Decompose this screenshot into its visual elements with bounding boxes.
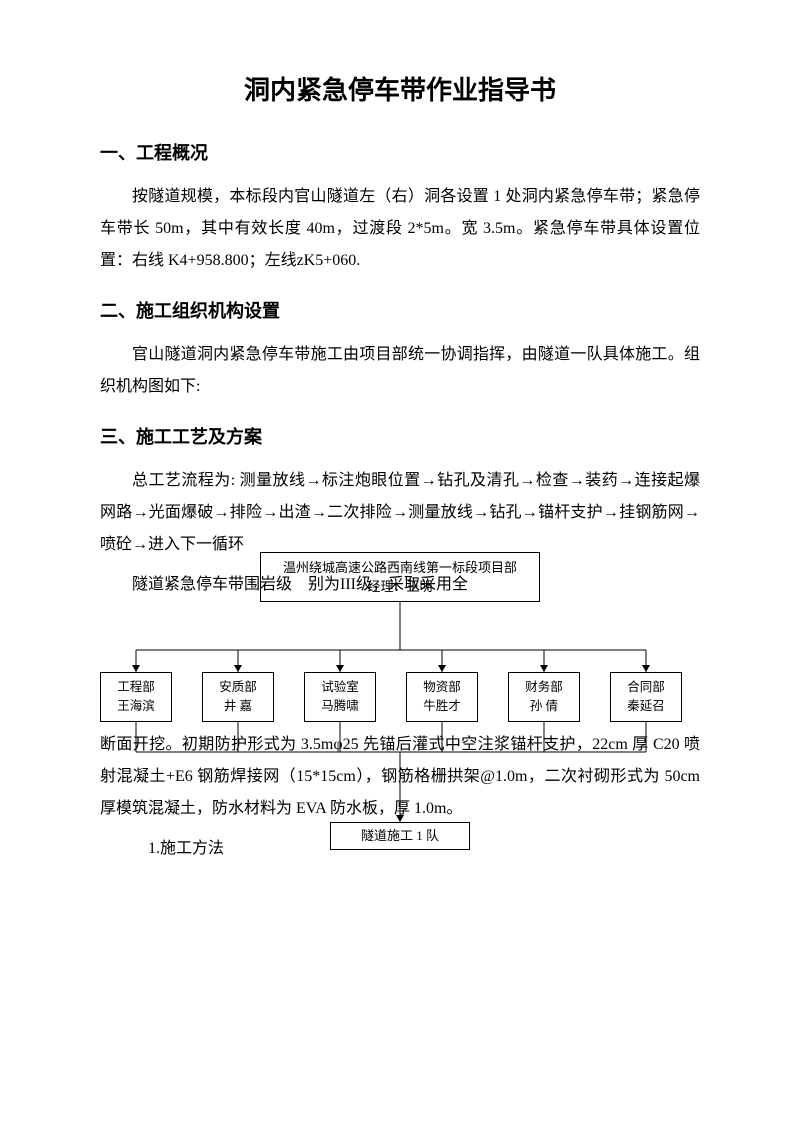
section-3-heading: 三、施工工艺及方案 — [100, 423, 700, 449]
document-title: 洞内紧急停车带作业指导书 — [100, 70, 700, 107]
section-3-para-1: 总工艺流程为: 测量放线→标注炮眼位置→钻孔及清孔→检查→装药→连接起爆网路→光… — [100, 465, 700, 561]
section-3-para-2: 隧道紧急停车带围岩级 别为III级，采取采用全 — [100, 569, 700, 601]
section-2-para-1: 官山隧道洞内紧急停车带施工由项目部统一协调指挥，由隧道一队具体施工。组织机构图如… — [100, 339, 700, 403]
section-1-para-1: 按隧道规模，本标段内官山隧道左（右）洞各设置 1 处洞内紧急停车带；紧急停车带长… — [100, 181, 700, 277]
section-3-para-4: 1.施工方法 — [100, 833, 700, 865]
section-3-para-3: 断面开挖。初期防护形式为 3.5mφ25 先锚后灌式中空注浆锚杆支护，22cm … — [100, 729, 700, 825]
section-1-heading: 一、工程概况 — [100, 139, 700, 165]
section-2-heading: 二、施工组织机构设置 — [100, 297, 700, 323]
